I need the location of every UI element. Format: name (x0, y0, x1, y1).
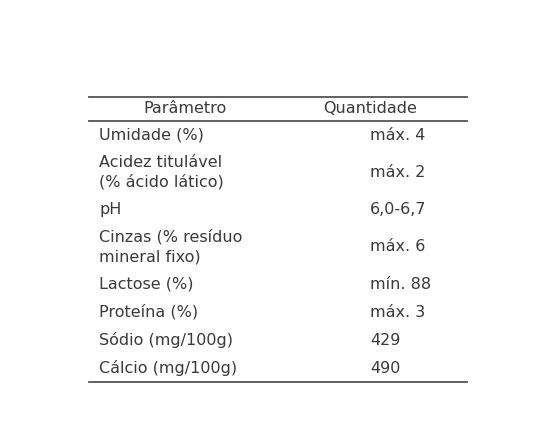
Text: Proteína (%): Proteína (%) (99, 304, 198, 320)
Text: Parâmetro: Parâmetro (144, 101, 227, 117)
Text: pH: pH (99, 202, 121, 217)
Text: Cinzas (% resíduo
mineral fixo): Cinzas (% resíduo mineral fixo) (99, 230, 243, 264)
Text: 6,0-6,7: 6,0-6,7 (370, 202, 427, 217)
Text: Acidez titulável
(% ácido lático): Acidez titulável (% ácido lático) (99, 155, 224, 190)
Text: Quantidade: Quantidade (323, 101, 417, 117)
Text: mín. 88: mín. 88 (370, 276, 431, 291)
Text: máx. 6: máx. 6 (370, 239, 425, 255)
Text: máx. 3: máx. 3 (370, 304, 425, 320)
Text: máx. 4: máx. 4 (370, 128, 425, 143)
Text: Cálcio (mg/100g): Cálcio (mg/100g) (99, 360, 237, 376)
Text: máx. 2: máx. 2 (370, 165, 425, 180)
Text: Umidade (%): Umidade (%) (99, 128, 204, 143)
Text: 429: 429 (370, 333, 401, 348)
Text: Sódio (mg/100g): Sódio (mg/100g) (99, 332, 233, 348)
Text: 490: 490 (370, 361, 401, 376)
Text: Lactose (%): Lactose (%) (99, 276, 193, 291)
